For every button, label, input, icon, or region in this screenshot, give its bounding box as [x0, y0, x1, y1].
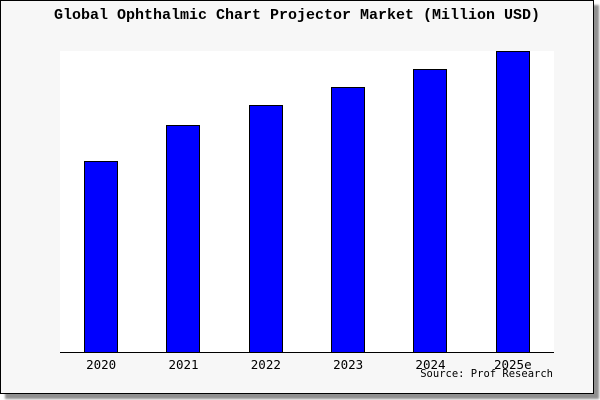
x-tick-label-2022: 2022 — [250, 357, 281, 372]
x-tick-label-2024: 2024 — [415, 357, 446, 372]
x-tick-label-2021: 2021 — [168, 357, 199, 372]
bar-slot — [389, 51, 471, 352]
x-axis-tick-labels: 2020 2021 2022 2023 2024 2025e — [60, 357, 554, 372]
bar-2020 — [84, 161, 119, 352]
chart-title: Global Ophthalmic Chart Projector Market… — [53, 7, 541, 24]
bar-2024 — [413, 68, 448, 352]
bar-slot — [307, 51, 389, 352]
x-tick-label-2023: 2023 — [333, 357, 364, 372]
bar-slot — [60, 51, 142, 352]
plot-area — [60, 50, 554, 353]
bar-slot — [225, 51, 307, 352]
bar-slot — [472, 50, 554, 352]
bar-2025e — [495, 50, 530, 352]
source-attribution: Source: Prof Research — [420, 368, 553, 380]
bar-2021 — [166, 124, 201, 352]
bars-container — [60, 50, 554, 352]
bar-2022 — [248, 105, 283, 352]
bar-2023 — [331, 87, 366, 352]
x-tick-label-2025e: 2025e — [493, 357, 532, 372]
x-tick-label-2020: 2020 — [86, 357, 117, 372]
figure: Global Ophthalmic Chart Projector Market… — [0, 0, 594, 394]
bar-slot — [142, 51, 224, 352]
